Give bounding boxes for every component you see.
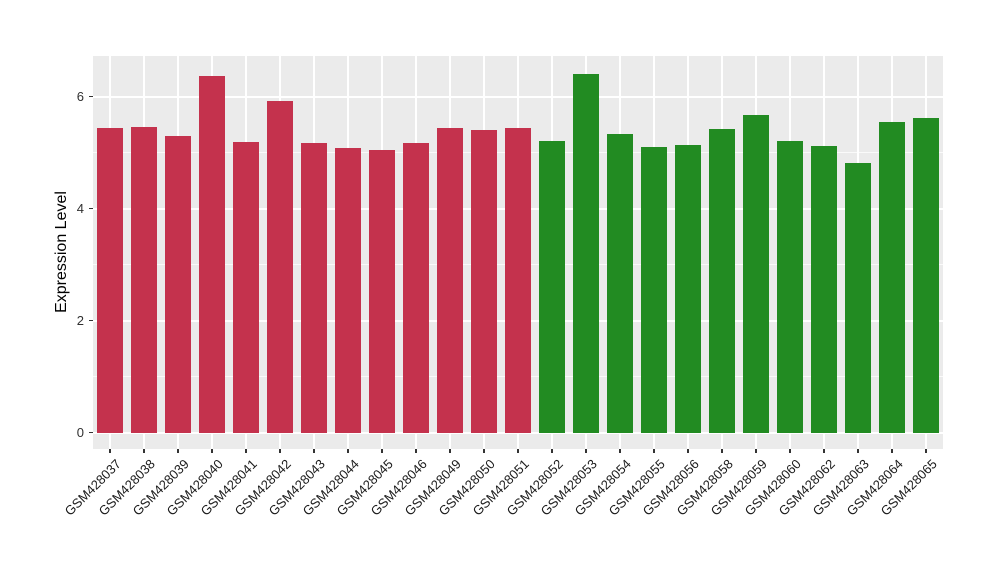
x-tick-mark xyxy=(415,449,417,453)
y-tick-label: 2 xyxy=(76,313,84,329)
bar-GSM428059 xyxy=(743,115,769,433)
plot-panel xyxy=(93,56,943,449)
bar-GSM428049 xyxy=(437,127,463,433)
x-tick-mark xyxy=(279,449,281,453)
y-tick-mark xyxy=(89,96,93,98)
bar-GSM428052 xyxy=(539,141,565,433)
x-tick-mark xyxy=(381,449,383,453)
bar-GSM428063 xyxy=(845,162,871,433)
x-tick-mark xyxy=(313,449,315,453)
bar-GSM428041 xyxy=(233,141,259,433)
x-tick-mark xyxy=(653,449,655,453)
x-tick-mark xyxy=(755,449,757,453)
x-tick-mark xyxy=(687,449,689,453)
bar-GSM428044 xyxy=(335,148,361,433)
x-tick-mark xyxy=(551,449,553,453)
x-tick-mark xyxy=(585,449,587,453)
y-tick-label: 4 xyxy=(76,201,84,217)
x-tick-mark xyxy=(483,449,485,453)
bar-GSM428043 xyxy=(301,143,327,433)
x-tick-mark xyxy=(619,449,621,453)
y-tick-label: 0 xyxy=(76,425,84,441)
bar-GSM428037 xyxy=(97,127,123,433)
x-tick-mark xyxy=(925,449,927,453)
x-tick-mark xyxy=(517,449,519,453)
x-tick-mark xyxy=(347,449,349,453)
bar-GSM428051 xyxy=(505,127,531,433)
y-tick-mark xyxy=(89,320,93,322)
bar-GSM428038 xyxy=(131,126,157,433)
bar-GSM428062 xyxy=(811,146,837,433)
bar-GSM428060 xyxy=(777,141,803,433)
bar-GSM428053 xyxy=(573,74,599,433)
x-tick-mark xyxy=(211,449,213,453)
bar-GSM428046 xyxy=(403,142,429,433)
x-tick-mark xyxy=(449,449,451,453)
bar-GSM428065 xyxy=(913,118,939,433)
x-tick-mark xyxy=(857,449,859,453)
bar-GSM428040 xyxy=(199,75,225,433)
y-tick-mark xyxy=(89,208,93,210)
x-tick-mark xyxy=(891,449,893,453)
x-tick-mark xyxy=(245,449,247,453)
bar-GSM428056 xyxy=(675,145,701,433)
x-tick-mark xyxy=(143,449,145,453)
y-tick-mark xyxy=(89,432,93,434)
x-tick-mark xyxy=(789,449,791,453)
bar-GSM428055 xyxy=(641,146,667,433)
x-tick-mark xyxy=(109,449,111,453)
bar-GSM428058 xyxy=(709,129,735,433)
y-tick-label: 6 xyxy=(76,89,84,105)
bar-GSM428039 xyxy=(165,136,191,433)
x-tick-mark xyxy=(177,449,179,453)
bar-GSM428050 xyxy=(471,130,497,433)
x-tick-mark xyxy=(823,449,825,453)
bar-GSM428042 xyxy=(267,101,293,433)
bar-GSM428054 xyxy=(607,133,633,433)
x-tick-mark xyxy=(721,449,723,453)
bar-GSM428045 xyxy=(369,150,395,433)
bar-GSM428064 xyxy=(879,121,905,433)
